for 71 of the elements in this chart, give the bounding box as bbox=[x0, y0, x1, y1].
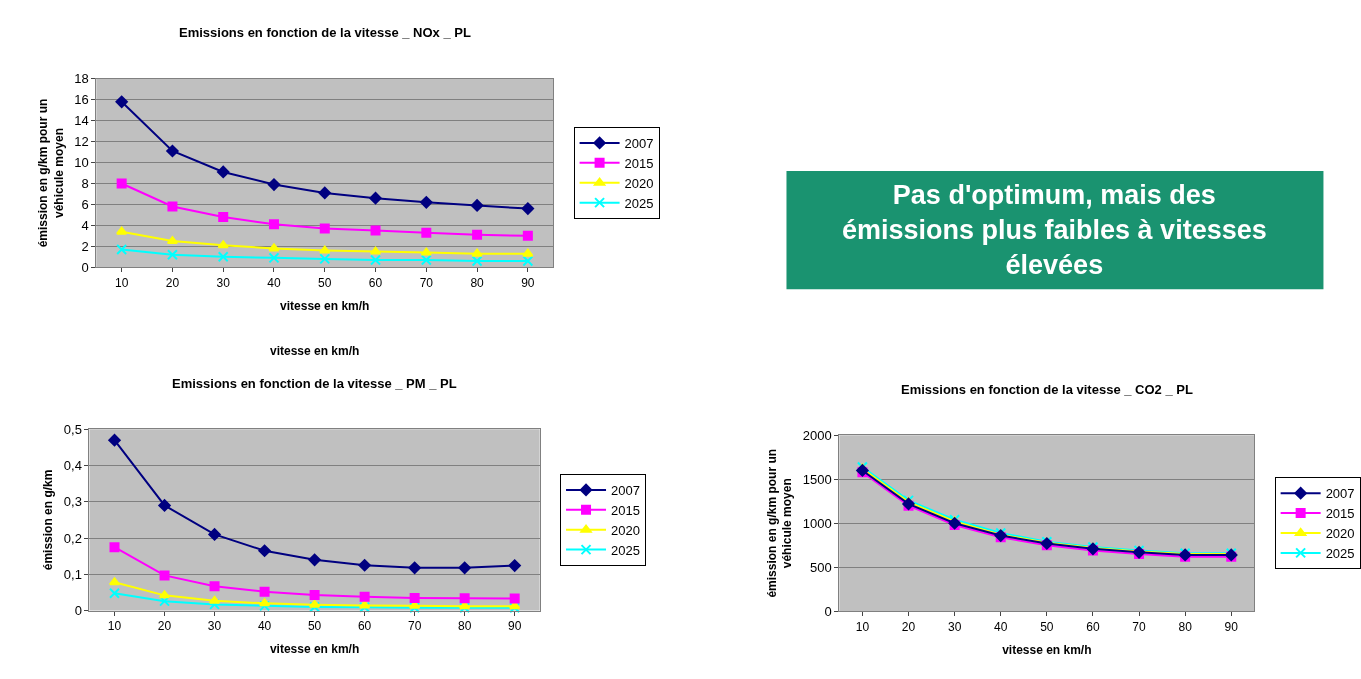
y-tick-label: 0,1 bbox=[63, 566, 82, 582]
y-tick-label: 0 bbox=[824, 603, 832, 619]
legend-label: 2020 bbox=[611, 522, 640, 538]
x-tick-label: 60 bbox=[368, 275, 383, 290]
x-tick-label: 10 bbox=[855, 619, 870, 634]
chart-title: Emissions en fonction de la vitesse _ NOx _ PL bbox=[179, 25, 471, 40]
text: Pas d'optimum, mais des émissions plus faibles à vitesses élevées bbox=[842, 180, 1267, 281]
x-tick-label: 40 bbox=[994, 619, 1008, 634]
chart-title: Emissions en fonction de la vitesse _ CO2 _ PL bbox=[901, 382, 1193, 397]
x-tick-label: 40 bbox=[267, 275, 281, 290]
y-tick-label: 16 bbox=[74, 92, 89, 108]
y-tick-label: 6 bbox=[81, 196, 89, 212]
y-tick-label: 0,2 bbox=[63, 530, 82, 546]
x-tick-label: 30 bbox=[216, 275, 231, 290]
legend-label: 2007 bbox=[624, 136, 654, 152]
y-tick-label: 0 bbox=[81, 259, 89, 275]
y-tick-label: 500 bbox=[810, 559, 832, 575]
legend-label: 2015 bbox=[1325, 506, 1355, 522]
x-axis-title: vitesse en km/h bbox=[280, 298, 370, 313]
x-tick-label: 90 bbox=[1224, 619, 1239, 634]
x-tick-label: 80 bbox=[470, 275, 485, 290]
y-tick-label: 0,5 bbox=[63, 421, 82, 437]
x-tick-label: 70 bbox=[407, 618, 422, 633]
legend-label: 2007 bbox=[611, 482, 640, 498]
text: vitesse en km/h bbox=[270, 344, 360, 358]
x-tick-label: 30 bbox=[207, 618, 222, 633]
legend-label: 2020 bbox=[624, 175, 654, 191]
x-tick-label: 10 bbox=[107, 618, 122, 633]
y-tick-label: 0,4 bbox=[63, 458, 82, 474]
x-tick-label: 50 bbox=[1040, 619, 1054, 634]
x-tick-label: 90 bbox=[521, 275, 535, 290]
y-tick-label: 18 bbox=[74, 71, 89, 87]
y-tick-label: 0,3 bbox=[63, 494, 82, 510]
x-tick-label: 20 bbox=[165, 275, 180, 290]
legend-label: 2025 bbox=[1325, 545, 1355, 561]
x-tick-label: 50 bbox=[307, 618, 322, 633]
x-tick-label: 30 bbox=[947, 619, 962, 634]
y-tick-label: 2 bbox=[81, 238, 89, 254]
y-axis-title: émission en g/km pour un véhicule moyen bbox=[764, 448, 795, 598]
y-tick-label: 2000 bbox=[802, 427, 832, 443]
x-tick-label: 80 bbox=[457, 618, 472, 633]
x-tick-label: 60 bbox=[357, 618, 372, 633]
x-tick-label: 40 bbox=[257, 618, 272, 633]
y-tick-label: 10 bbox=[74, 155, 89, 171]
x-tick-label: 90 bbox=[508, 618, 522, 633]
legend-label: 2025 bbox=[624, 195, 654, 211]
y-axis-title: émission en g/km pour un véhicule moyen bbox=[35, 98, 66, 248]
y-tick-label: 1500 bbox=[802, 471, 832, 487]
y-tick-label: 1000 bbox=[802, 515, 832, 531]
x-tick-label: 80 bbox=[1178, 619, 1193, 634]
chart-title: Emissions en fonction de la vitesse _ PM _ PL bbox=[172, 376, 457, 391]
x-tick-label: 70 bbox=[419, 275, 434, 290]
x-tick-label: 20 bbox=[901, 619, 916, 634]
x-tick-label: 50 bbox=[318, 275, 332, 290]
y-tick-label: 8 bbox=[81, 176, 89, 192]
x-tick-label: 60 bbox=[1086, 619, 1100, 634]
x-axis-title: vitesse en km/h bbox=[1002, 642, 1092, 657]
y-axis-title: émission en g/km bbox=[41, 469, 56, 571]
legend-label: 2020 bbox=[1325, 526, 1355, 542]
x-tick-label: 70 bbox=[1132, 619, 1147, 634]
legend-label: 2015 bbox=[624, 155, 654, 171]
x-axis-title: vitesse en km/h bbox=[269, 641, 360, 656]
legend-label: 2015 bbox=[611, 502, 640, 518]
x-tick-label: 20 bbox=[157, 618, 172, 633]
x-tick-label: 10 bbox=[114, 275, 129, 290]
y-tick-label: 0 bbox=[74, 603, 82, 619]
legend-label: 2007 bbox=[1325, 486, 1355, 502]
y-tick-label: 4 bbox=[81, 217, 89, 233]
y-tick-label: 14 bbox=[74, 113, 89, 129]
legend-label: 2025 bbox=[611, 542, 640, 558]
y-tick-label: 12 bbox=[74, 134, 89, 150]
